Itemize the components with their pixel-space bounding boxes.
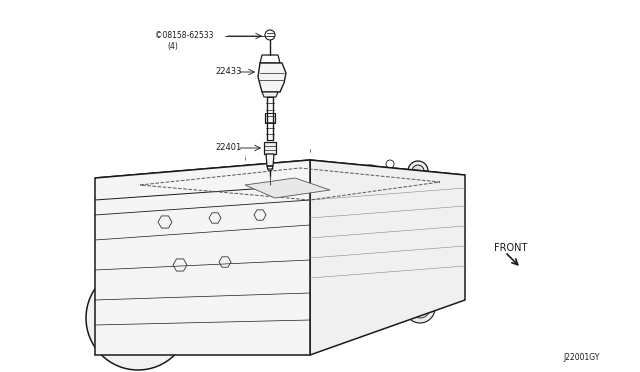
Circle shape — [169, 292, 181, 304]
Circle shape — [174, 224, 226, 276]
Polygon shape — [310, 160, 465, 355]
Circle shape — [307, 169, 329, 191]
Circle shape — [412, 165, 424, 177]
Circle shape — [223, 193, 237, 207]
Circle shape — [402, 262, 438, 298]
Text: ©08158-62533: ©08158-62533 — [155, 32, 214, 41]
Polygon shape — [262, 92, 278, 97]
Circle shape — [107, 232, 123, 248]
Circle shape — [360, 165, 380, 185]
Polygon shape — [245, 178, 330, 198]
Circle shape — [253, 173, 277, 197]
Circle shape — [437, 257, 453, 273]
Circle shape — [405, 293, 435, 323]
Text: J22001GY: J22001GY — [564, 353, 600, 362]
Circle shape — [258, 178, 272, 192]
Polygon shape — [266, 154, 274, 166]
Circle shape — [229, 229, 241, 241]
Circle shape — [364, 169, 376, 181]
Circle shape — [235, 226, 275, 266]
Circle shape — [437, 287, 453, 303]
Polygon shape — [264, 142, 276, 154]
Circle shape — [278, 189, 292, 203]
Circle shape — [168, 231, 182, 245]
Circle shape — [182, 232, 218, 268]
Text: 22401: 22401 — [215, 144, 241, 153]
Polygon shape — [95, 160, 465, 198]
Text: 22433: 22433 — [215, 67, 241, 77]
Circle shape — [162, 197, 178, 213]
Circle shape — [108, 293, 122, 307]
Circle shape — [171, 261, 185, 275]
Polygon shape — [95, 160, 310, 355]
Circle shape — [242, 233, 268, 259]
Text: (4): (4) — [167, 42, 178, 51]
Circle shape — [402, 232, 438, 268]
Circle shape — [112, 262, 128, 278]
Circle shape — [106, 201, 124, 219]
Polygon shape — [258, 63, 286, 92]
Text: FRONT: FRONT — [494, 243, 527, 253]
Circle shape — [408, 161, 428, 181]
Circle shape — [312, 174, 324, 186]
Circle shape — [86, 266, 190, 370]
